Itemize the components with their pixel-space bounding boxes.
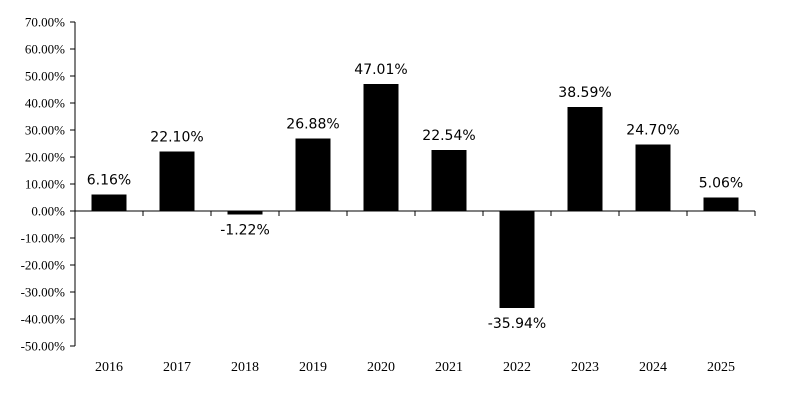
data-labels: 6.16% 22.10% -1.22% 26.88% 47.01% 22.54% -35.9… [87,62,743,332]
x-axis: 2016 2017 2018 2019 2020 2021 2022 2023 2024 2025 [74,210,756,375]
data-label: -35.94% [488,316,546,332]
y-tick-label: 50.00% [25,69,65,84]
y-tick-label: 0.00% [31,204,65,219]
data-label: 47.01% [354,62,407,78]
data-label: 24.70% [626,122,679,138]
bars [91,84,739,309]
bar-2019 [295,138,331,211]
bar-2023 [567,106,603,211]
y-tick-label: 30.00% [25,123,65,138]
y-tick-label: 70.00% [25,15,65,30]
x-tick-label: 2023 [571,360,599,375]
bar-2021 [431,150,467,211]
bar-2025 [703,197,739,211]
data-label: 26.88% [286,116,339,132]
y-tick-label: 10.00% [25,177,65,192]
y-tick-label: 40.00% [25,96,65,111]
x-tick-label: 2025 [707,360,735,375]
x-tick-label: 2021 [435,360,463,375]
data-label: 6.16% [87,172,131,188]
bar-2022 [499,211,535,309]
bar-2018 [227,211,263,215]
x-tick-label: 2018 [231,360,259,375]
x-tick-label: 2024 [639,360,667,375]
y-tick-label: -40.00% [21,312,66,327]
y-tick-label: 60.00% [25,42,65,57]
x-tick-label: 2019 [299,360,327,375]
bar-2024 [635,144,671,211]
y-tick-label: 20.00% [25,150,65,165]
y-tick-label: -50.00% [21,339,66,354]
data-label: 5.06% [699,175,743,191]
data-label: 22.54% [422,128,475,144]
y-tick-label: -10.00% [21,231,66,246]
bar-2017 [159,151,195,211]
x-tick-label: 2022 [503,360,531,375]
bar-2016 [91,194,127,211]
y-tick-label: -30.00% [21,285,66,300]
data-label: -1.22% [220,222,270,238]
y-tick-label: -20.00% [21,258,66,273]
x-tick-label: 2016 [95,360,123,375]
bar-2020 [363,84,399,211]
x-tick-label: 2020 [367,360,395,375]
data-label: 38.59% [558,85,611,101]
x-tick-label: 2017 [163,360,191,375]
y-axis: 70.00% 60.00% 50.00% 40.00% 30.00% 20.00% 10.0… [21,15,76,354]
data-label: 22.10% [150,129,203,145]
